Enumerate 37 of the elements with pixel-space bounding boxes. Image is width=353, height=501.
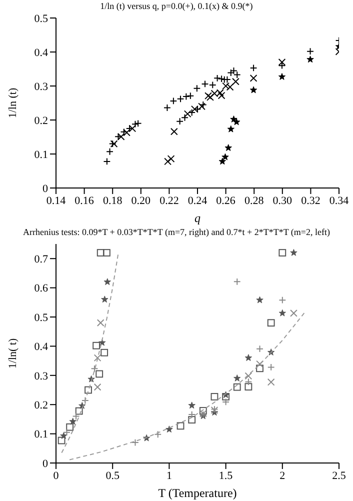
- x-tick-label: 0.34: [329, 194, 350, 207]
- y-tick-label: 0.2: [34, 400, 48, 412]
- x-axis-title: T (Temperature): [158, 486, 237, 500]
- x-tick-label: 0.5: [106, 470, 120, 482]
- y-tick-label: 0.1: [34, 428, 48, 441]
- y-tick-label: 0: [42, 182, 48, 195]
- y-tick-label: 0.5: [34, 312, 48, 324]
- x-tick-label: 0.32: [301, 194, 320, 207]
- x-tick-label: 0.24: [188, 194, 208, 207]
- x-tick-label: 0.22: [160, 194, 179, 207]
- x-tick-label: 1: [166, 470, 172, 482]
- y-tick-label: 0.5: [34, 12, 48, 25]
- x-tick-label: 0.20: [131, 194, 152, 207]
- y-tick-label: 0.2: [34, 114, 48, 127]
- x-tick-label: 2.5: [332, 470, 346, 482]
- y-axis-title: 1/ln (t): [6, 88, 19, 118]
- y-tick-label: 0.6: [34, 282, 48, 295]
- y-axis-title: 1/ln( t): [6, 338, 19, 369]
- y-tick-label: 0.4: [34, 46, 48, 59]
- x-tick-label: 2: [280, 470, 286, 482]
- y-tick-label: 0.3: [34, 80, 48, 93]
- x-tick-label: 0.26: [216, 194, 236, 207]
- x-tick-label: 0: [53, 470, 60, 482]
- y-tick-label: 0: [42, 458, 48, 470]
- chart-title: Arrhenius tests: 0.09*T + 0.03*T*T*T (m=7, right) and 0.7*t + 2*T*T*T (m=2, left): [22, 226, 331, 238]
- x-tick-label: 1.5: [218, 470, 234, 482]
- y-tick-label: 0.1: [34, 148, 48, 161]
- y-tick-label: 0.4: [34, 341, 48, 354]
- x-tick-label: 0.28: [244, 194, 264, 207]
- x-tick-label: 0.14: [46, 194, 66, 207]
- x-tick-label: 0.16: [74, 194, 94, 207]
- y-tick-label: 0.3: [34, 370, 48, 382]
- y-tick-label: 0.7: [34, 254, 48, 266]
- x-tick-label: 0.18: [102, 194, 123, 207]
- x-tick-label: 0.30: [272, 194, 293, 207]
- x-axis-title: q: [194, 211, 200, 225]
- chart-title: 1/ln (t) versus q, p=0.0(+), 0.1(x) & 0.9(*): [99, 0, 254, 12]
